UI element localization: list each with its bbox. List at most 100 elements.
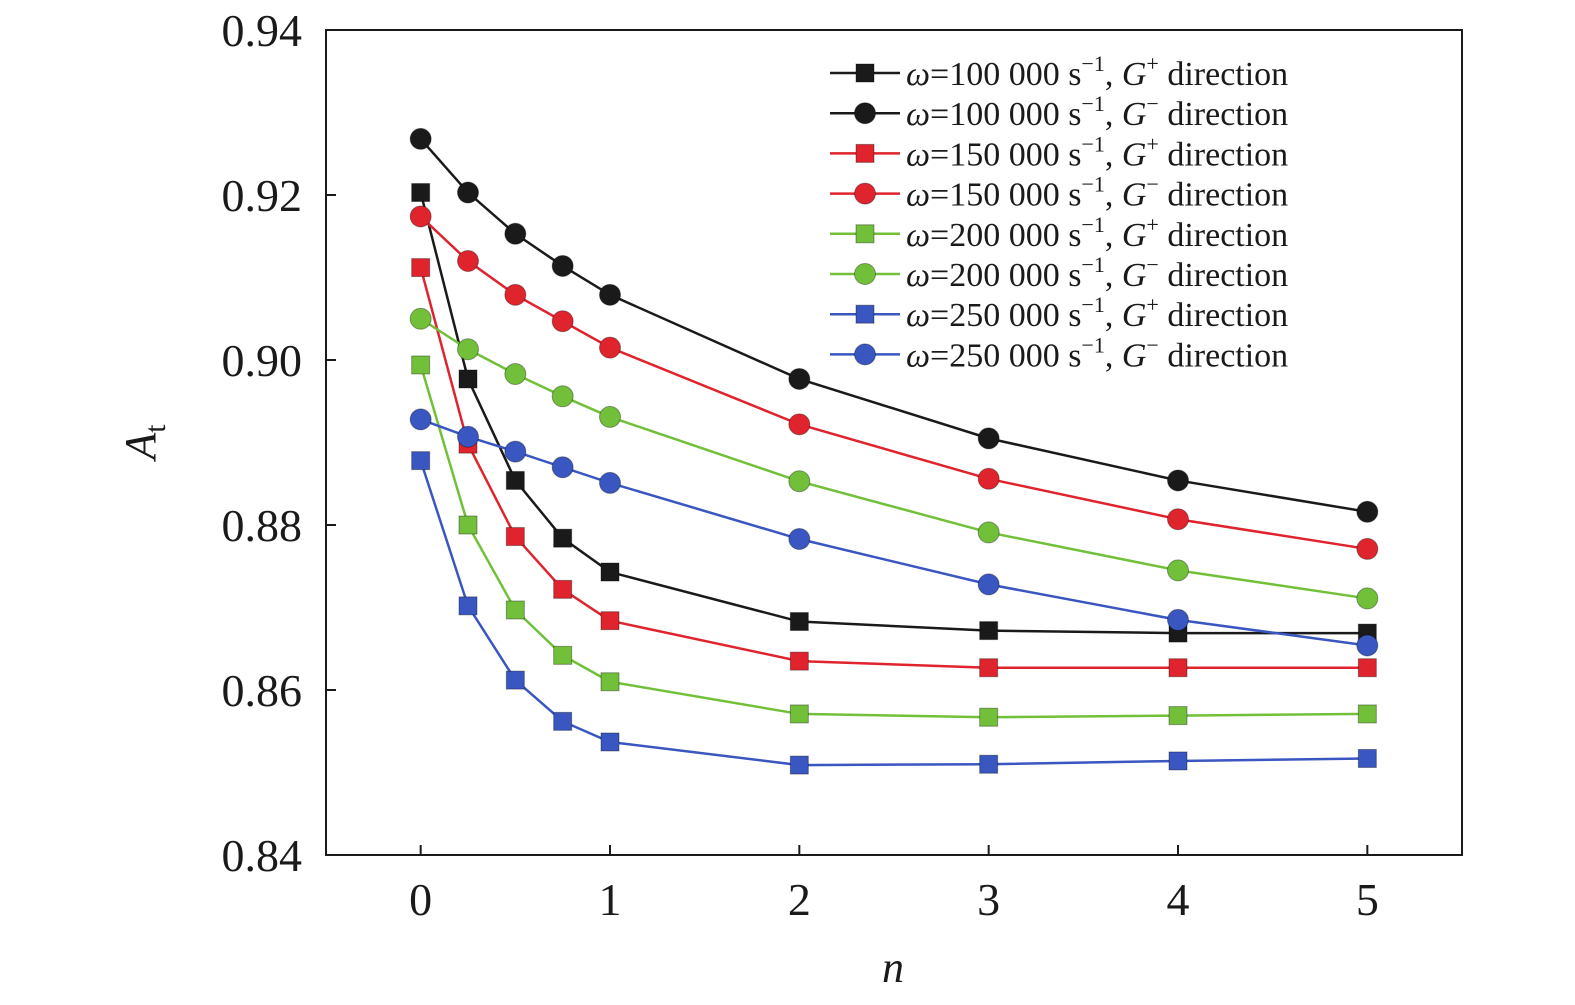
- series-200000-gplus-point: [505, 600, 525, 620]
- legend-label: ω=200 000 s−1, G− direction: [906, 252, 1288, 294]
- plot-area: [325, 29, 1463, 856]
- series-100000-gplus: [411, 183, 1377, 643]
- series-250000-gminus-point: [1167, 608, 1189, 631]
- series-250000-gminus-point: [457, 425, 479, 448]
- legend-marker: [854, 182, 876, 205]
- series-200000-gminus-point: [1167, 559, 1189, 582]
- y-axis-title-sub: t: [139, 424, 172, 433]
- series-100000-gminus-point: [599, 283, 621, 306]
- series-150000-gplus-point: [789, 651, 809, 671]
- series-250000-gplus-point: [600, 732, 620, 752]
- series-200000-gminus-point: [1356, 587, 1379, 610]
- series-100000-gplus-point: [979, 621, 999, 641]
- y-tick-label: 0.88: [222, 500, 303, 551]
- series-250000-gminus-point: [788, 528, 811, 551]
- legend-marker: [854, 263, 876, 285]
- series-100000-gplus-point: [458, 369, 478, 389]
- series-150000-gminus-point: [599, 336, 621, 359]
- series-250000-gplus: [411, 451, 1377, 775]
- series-100000-gplus-point: [789, 612, 809, 632]
- legend-marker: [854, 343, 876, 366]
- legend-entry-200000-gminus: ω=200 000 s−1, G− direction: [830, 252, 1288, 294]
- y-tick-label: 0.94: [222, 5, 303, 56]
- series-250000-gminus-point: [504, 440, 527, 463]
- series-250000-gplus-point: [1168, 751, 1188, 771]
- series-150000-gplus-point: [1168, 658, 1188, 678]
- legend-entry-200000-gplus: ω=200 000 s−1, G+ direction: [830, 212, 1288, 254]
- series-100000-gminus: [409, 127, 1379, 523]
- series-100000-gminus-point: [977, 427, 1000, 450]
- series-200000-gplus-point: [458, 515, 478, 535]
- series-150000-gminus-point: [788, 413, 811, 436]
- x-tick-label: 2: [788, 874, 811, 925]
- series-100000-gminus-point: [504, 222, 527, 245]
- legend-entry-150000-gminus: ω=150 000 s−1, G− direction: [830, 172, 1288, 214]
- series-250000-gplus-point: [789, 755, 809, 775]
- series-250000-gminus-point: [1356, 634, 1379, 657]
- legend-entry-100000-gminus: ω=100 000 s−1, G− direction: [830, 91, 1288, 133]
- x-tick-label: 3: [977, 874, 1000, 925]
- series-100000-gminus-point: [788, 367, 811, 390]
- x-axis-title: n: [882, 943, 904, 992]
- series-200000-gplus: [411, 355, 1377, 727]
- series-150000-gminus-point: [1167, 508, 1189, 531]
- y-tick-label: 0.86: [222, 665, 303, 716]
- legend-label: ω=150 000 s−1, G− direction: [906, 172, 1288, 214]
- series-200000-gplus-point: [1168, 706, 1188, 726]
- series-250000-gminus-point: [409, 408, 432, 431]
- legend-entry-150000-gplus: ω=150 000 s−1, G+ direction: [830, 131, 1288, 173]
- series-200000-gplus-point: [553, 645, 573, 665]
- series-250000-gplus-point: [1357, 748, 1377, 768]
- series-200000-gminus-point: [457, 338, 479, 361]
- series-layer: [409, 127, 1379, 775]
- series-100000-gminus-point: [457, 181, 479, 204]
- series-150000-gminus-point: [504, 283, 527, 306]
- series-200000-gplus-point: [789, 704, 809, 724]
- series-200000-gminus-point: [551, 385, 574, 408]
- legend-marker: [855, 224, 875, 244]
- series-150000-gplus-point: [553, 579, 573, 599]
- series-150000-gplus-point: [1357, 658, 1377, 678]
- series-100000-gplus-point: [600, 562, 620, 582]
- series-200000-gminus-point: [599, 405, 621, 428]
- series-200000-gplus-point: [411, 355, 431, 375]
- series-150000-gplus-point: [411, 258, 431, 278]
- series-150000-gplus-point: [600, 611, 620, 631]
- series-150000-gminus-point: [409, 205, 432, 228]
- series-250000-gminus: [409, 408, 1379, 657]
- series-100000-gminus-point: [1356, 500, 1379, 523]
- series-200000-gminus-point: [409, 307, 432, 330]
- series-150000-gminus-point: [457, 250, 479, 272]
- y-axis-title-main: A: [116, 432, 165, 463]
- series-250000-gplus-point: [979, 754, 999, 774]
- series-200000-gminus-point: [504, 363, 527, 386]
- series-150000-gplus: [411, 258, 1377, 678]
- series-250000-gminus-point: [599, 471, 621, 494]
- series-150000-gplus-point: [505, 527, 525, 547]
- series-100000-gplus-point: [553, 528, 573, 548]
- y-axis-title: At: [116, 424, 172, 463]
- legend-marker: [854, 102, 876, 125]
- series-150000-gplus-point: [979, 658, 999, 678]
- series-150000-gminus-point: [977, 467, 1000, 490]
- legend-marker: [855, 63, 875, 83]
- series-250000-gminus-point: [551, 456, 574, 479]
- x-tick-label: 5: [1356, 874, 1379, 925]
- y-tick-label: 0.90: [222, 335, 303, 386]
- legend-marker: [855, 304, 875, 324]
- series-250000-gplus-point: [458, 596, 478, 616]
- series-200000-gminus-point: [788, 470, 811, 493]
- series-250000-gplus-point: [553, 711, 573, 731]
- series-150000-gminus-point: [1356, 537, 1379, 560]
- series-200000-gminus: [409, 307, 1379, 610]
- plot-frame: [325, 29, 1463, 856]
- legend-label: ω=200 000 s−1, G+ direction: [906, 212, 1288, 254]
- x-axis-ticks: 0 1 2 3 4 5: [409, 845, 1379, 925]
- series-250000-gplus-point: [411, 451, 431, 471]
- series-200000-gplus-point: [600, 672, 620, 692]
- series-200000-gplus-point: [1357, 704, 1377, 724]
- legend-entry-100000-gplus: ω=100 000 s−1, G+ direction: [830, 51, 1288, 93]
- legend-marker: [855, 143, 875, 163]
- y-tick-label: 0.92: [222, 170, 303, 221]
